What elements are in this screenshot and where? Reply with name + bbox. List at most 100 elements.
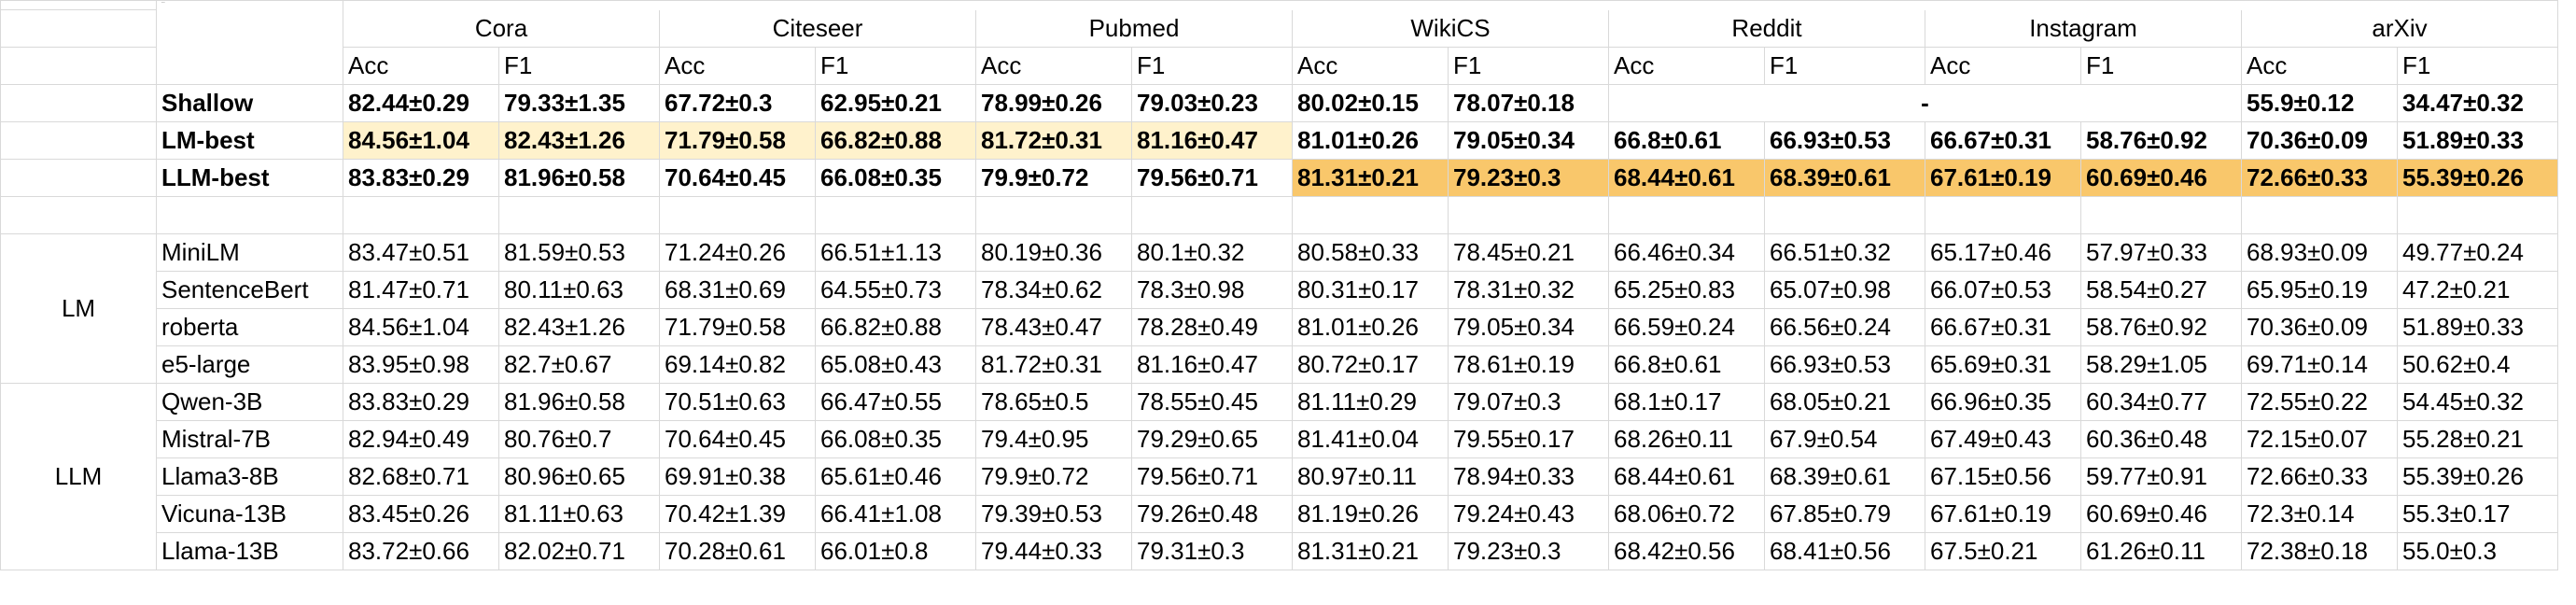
dataset-header-pubmed[interactable]: Pubmed	[975, 9, 1293, 48]
value-cell[interactable]: 81.11±0.63	[498, 495, 660, 533]
value-cell[interactable]: 81.47±0.71	[343, 271, 499, 309]
value-cell[interactable]: 78.43±0.47	[975, 308, 1132, 346]
cell[interactable]	[156, 196, 343, 234]
value-cell[interactable]: 66.59±0.24	[1608, 308, 1765, 346]
value-cell[interactable]: 80.76±0.7	[498, 420, 660, 458]
value-cell[interactable]: 60.69±0.46	[2080, 495, 2242, 533]
value-cell[interactable]: 66.8±0.61	[1608, 345, 1765, 384]
value-cell[interactable]: 68.44±0.61	[1608, 457, 1765, 496]
model-name[interactable]: Mistral-7B	[156, 420, 343, 458]
value-cell[interactable]: 81.31±0.21	[1292, 532, 1449, 570]
value-cell[interactable]: 66.93±0.53	[1764, 121, 1925, 160]
value-cell[interactable]: 66.08±0.35	[815, 159, 976, 197]
dataset-header-cora[interactable]: Cora	[343, 9, 660, 48]
cell[interactable]	[0, 9, 157, 48]
encoder-header[interactable]: Encoder	[156, 0, 343, 85]
value-cell[interactable]: 72.15±0.07	[2241, 420, 2398, 458]
value-cell[interactable]: 66.96±0.35	[1925, 383, 2081, 421]
value-cell[interactable]: 81.31±0.21	[1292, 159, 1449, 197]
value-cell[interactable]: 79.55±0.17	[1448, 420, 1609, 458]
cell[interactable]	[0, 47, 157, 85]
value-cell[interactable]: 60.36±0.48	[2080, 420, 2242, 458]
value-cell[interactable]: 80.11±0.63	[498, 271, 660, 309]
value-cell[interactable]: 66.08±0.35	[815, 420, 976, 458]
value-cell[interactable]: 81.96±0.58	[498, 383, 660, 421]
cell[interactable]	[1292, 196, 1449, 234]
value-cell[interactable]: 67.9±0.54	[1764, 420, 1925, 458]
value-cell[interactable]: 71.79±0.58	[659, 308, 816, 346]
cell[interactable]	[2241, 196, 2398, 234]
cell[interactable]	[498, 196, 660, 234]
value-cell[interactable]: 79.9±0.72	[975, 159, 1132, 197]
value-cell[interactable]: 70.64±0.45	[659, 159, 816, 197]
value-cell[interactable]: 79.07±0.3	[1448, 383, 1609, 421]
value-cell[interactable]: 79.29±0.65	[1131, 420, 1293, 458]
metric-header[interactable]: Acc	[1608, 47, 1765, 85]
value-cell[interactable]: 80.97±0.11	[1292, 457, 1449, 496]
value-cell[interactable]: 68.39±0.61	[1764, 457, 1925, 496]
value-cell[interactable]: 68.1±0.17	[1608, 383, 1765, 421]
value-cell[interactable]: 68.39±0.61	[1764, 159, 1925, 197]
value-cell[interactable]: 82.44±0.29	[343, 84, 499, 122]
model-name[interactable]: Qwen-3B	[156, 383, 343, 421]
value-cell[interactable]: 60.34±0.77	[2080, 383, 2242, 421]
cell[interactable]	[0, 84, 157, 122]
value-cell[interactable]: 55.39±0.26	[2397, 159, 2558, 197]
value-cell[interactable]: 67.61±0.19	[1925, 159, 2081, 197]
value-cell[interactable]: 72.66±0.33	[2241, 457, 2398, 496]
value-cell[interactable]: 66.8±0.61	[1608, 121, 1765, 160]
value-cell[interactable]: 68.06±0.72	[1608, 495, 1765, 533]
value-cell[interactable]: 79.23±0.3	[1448, 159, 1609, 197]
value-cell[interactable]: 79.26±0.48	[1131, 495, 1293, 533]
value-cell[interactable]: 58.29±1.05	[2080, 345, 2242, 384]
cell[interactable]	[2080, 196, 2242, 234]
value-cell[interactable]: 78.65±0.5	[975, 383, 1132, 421]
value-cell[interactable]: 80.58±0.33	[1292, 233, 1449, 272]
value-cell[interactable]: 65.95±0.19	[2241, 271, 2398, 309]
dataset-header-arxiv[interactable]: arXiv	[2241, 9, 2558, 48]
value-cell[interactable]: 58.76±0.92	[2080, 121, 2242, 160]
value-cell[interactable]: 68.31±0.69	[659, 271, 816, 309]
cell[interactable]	[0, 121, 157, 160]
row-label[interactable]: LM-best	[156, 121, 343, 160]
value-cell[interactable]: 65.25±0.83	[1608, 271, 1765, 309]
value-cell[interactable]: 81.72±0.31	[975, 345, 1132, 384]
value-cell[interactable]: 67.61±0.19	[1925, 495, 2081, 533]
value-cell[interactable]: 60.69±0.46	[2080, 159, 2242, 197]
cell[interactable]	[0, 0, 157, 10]
value-cell[interactable]: 66.82±0.88	[815, 308, 976, 346]
cell[interactable]	[1925, 196, 2081, 234]
value-cell[interactable]: 78.99±0.26	[975, 84, 1132, 122]
value-cell[interactable]: 68.44±0.61	[1608, 159, 1765, 197]
value-cell[interactable]: 66.01±0.8	[815, 532, 976, 570]
value-cell[interactable]: 66.41±1.08	[815, 495, 976, 533]
value-cell[interactable]: 58.54±0.27	[2080, 271, 2242, 309]
value-cell[interactable]: 68.93±0.09	[2241, 233, 2398, 272]
value-cell[interactable]: 79.24±0.43	[1448, 495, 1609, 533]
cell[interactable]	[815, 196, 976, 234]
metric-header[interactable]: F1	[815, 47, 976, 85]
value-cell[interactable]: 67.49±0.43	[1925, 420, 2081, 458]
value-cell[interactable]: 65.69±0.31	[1925, 345, 2081, 384]
metric-header[interactable]: F1	[1764, 47, 1925, 85]
value-cell[interactable]: 82.7±0.67	[498, 345, 660, 384]
value-cell[interactable]: 82.68±0.71	[343, 457, 499, 496]
value-cell[interactable]: 81.96±0.58	[498, 159, 660, 197]
value-cell[interactable]: 68.05±0.21	[1764, 383, 1925, 421]
value-cell[interactable]: 81.16±0.47	[1131, 121, 1293, 160]
value-cell[interactable]: 78.07±0.18	[1448, 84, 1609, 122]
value-cell[interactable]: 67.5±0.21	[1925, 532, 2081, 570]
value-cell[interactable]: 78.45±0.21	[1448, 233, 1609, 272]
value-cell[interactable]: 55.39±0.26	[2397, 457, 2558, 496]
value-cell[interactable]: 69.14±0.82	[659, 345, 816, 384]
dataset-header-citeseer[interactable]: Citeseer	[659, 9, 976, 48]
model-name[interactable]: e5-large	[156, 345, 343, 384]
metric-header[interactable]: Acc	[1925, 47, 2081, 85]
value-cell[interactable]: 79.56±0.71	[1131, 159, 1293, 197]
value-cell[interactable]: 66.56±0.24	[1764, 308, 1925, 346]
value-cell[interactable]: 66.47±0.55	[815, 383, 976, 421]
value-cell[interactable]: 34.47±0.32	[2397, 84, 2558, 122]
value-cell[interactable]: 55.9±0.12	[2241, 84, 2398, 122]
value-cell[interactable]: 70.36±0.09	[2241, 121, 2398, 160]
value-cell[interactable]: 69.91±0.38	[659, 457, 816, 496]
